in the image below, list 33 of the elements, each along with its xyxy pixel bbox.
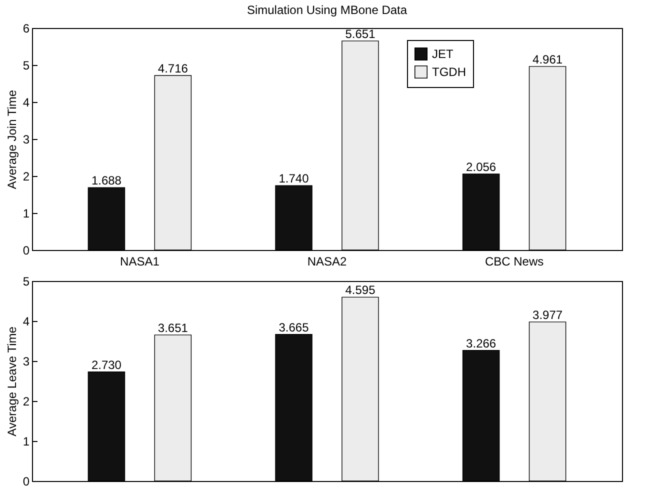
y-axis-title: Average Leave Time xyxy=(4,326,19,436)
y-tick-label: 5 xyxy=(22,274,30,288)
x-tick-label: CBC News xyxy=(484,254,544,268)
chart-title: Simulation Using MBone Data xyxy=(246,3,408,17)
data-label: 2.730 xyxy=(91,358,122,372)
data-label: 4.716 xyxy=(158,62,188,76)
y-tick-label: 4 xyxy=(22,314,30,328)
y-tick-label: 1 xyxy=(22,206,30,220)
y-tick-label: 6 xyxy=(22,22,30,36)
y-tick-label: 2 xyxy=(22,394,30,408)
x-tick-label: NASA1 xyxy=(120,254,160,268)
data-label: 1.740 xyxy=(278,172,310,186)
x-tick-label: NASA2 xyxy=(307,254,347,268)
legend-label: TGDH xyxy=(432,65,466,79)
data-label: 3.266 xyxy=(466,336,496,350)
data-label: 1.688 xyxy=(91,174,122,188)
y-axis-title: Average Join Time xyxy=(4,90,19,190)
y-tick-label: 3 xyxy=(22,354,30,368)
data-label: 3.651 xyxy=(158,320,188,335)
data-label: 2.056 xyxy=(466,160,496,174)
data-label: 4.595 xyxy=(345,283,376,298)
y-tick-label: 4 xyxy=(22,96,30,110)
y-tick-label: 0 xyxy=(22,474,30,487)
y-tick-label: 0 xyxy=(22,244,30,258)
y-tick-label: 3 xyxy=(22,132,30,146)
y-tick-label: 1 xyxy=(22,434,30,448)
data-label: 3.977 xyxy=(532,308,563,322)
data-label: 5.651 xyxy=(345,26,376,41)
data-label: 4.961 xyxy=(532,52,563,66)
data-label: 3.665 xyxy=(278,320,310,334)
legend-label: JET xyxy=(432,47,454,61)
y-tick-label: 2 xyxy=(22,170,30,184)
y-tick-label: 5 xyxy=(22,58,30,72)
